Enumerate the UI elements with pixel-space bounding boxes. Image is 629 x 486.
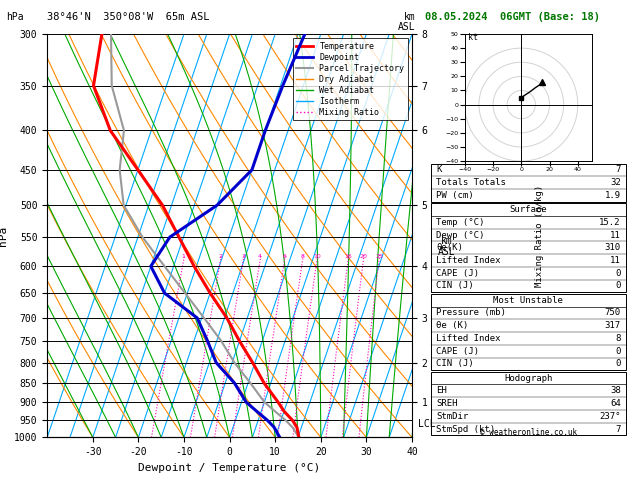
Text: Most Unstable: Most Unstable xyxy=(493,295,564,305)
Text: K: K xyxy=(436,165,442,174)
Text: Lifted Index: Lifted Index xyxy=(436,334,501,343)
Text: kt: kt xyxy=(467,33,477,42)
Text: km: km xyxy=(403,12,415,22)
Text: SREH: SREH xyxy=(436,399,457,408)
Text: 317: 317 xyxy=(604,321,621,330)
Text: 32: 32 xyxy=(610,178,621,187)
Text: 16: 16 xyxy=(344,255,352,260)
Text: θe (K): θe (K) xyxy=(436,321,468,330)
Text: Mixing Ratio (g/kg): Mixing Ratio (g/kg) xyxy=(535,185,544,287)
Text: hPa: hPa xyxy=(6,12,24,22)
Text: 7: 7 xyxy=(615,165,621,174)
Text: ASL: ASL xyxy=(398,22,415,32)
Text: 1.9: 1.9 xyxy=(604,191,621,200)
Text: Lifted Index: Lifted Index xyxy=(436,256,501,265)
Text: CIN (J): CIN (J) xyxy=(436,281,474,291)
Text: Dewp (°C): Dewp (°C) xyxy=(436,230,484,240)
Text: 2: 2 xyxy=(219,255,223,260)
Text: 0: 0 xyxy=(615,281,621,291)
Text: 8: 8 xyxy=(301,255,304,260)
Text: θe(K): θe(K) xyxy=(436,243,463,252)
Text: 6: 6 xyxy=(282,255,287,260)
Text: 1: 1 xyxy=(182,255,186,260)
Text: CAPE (J): CAPE (J) xyxy=(436,347,479,356)
Text: Surface: Surface xyxy=(509,205,547,214)
Text: 4: 4 xyxy=(258,255,262,260)
Text: 0: 0 xyxy=(615,269,621,278)
Y-axis label: hPa: hPa xyxy=(0,226,8,246)
Text: StmDir: StmDir xyxy=(436,412,468,421)
Text: CIN (J): CIN (J) xyxy=(436,359,474,368)
Text: 750: 750 xyxy=(604,309,621,317)
Text: EH: EH xyxy=(436,386,447,395)
Text: 15.2: 15.2 xyxy=(599,218,621,227)
Text: PW (cm): PW (cm) xyxy=(436,191,474,200)
Legend: Temperature, Dewpoint, Parcel Trajectory, Dry Adiabat, Wet Adiabat, Isotherm, Mi: Temperature, Dewpoint, Parcel Trajectory… xyxy=(293,38,408,121)
Text: 0: 0 xyxy=(615,359,621,368)
Text: 20: 20 xyxy=(360,255,367,260)
Text: 7: 7 xyxy=(615,425,621,434)
Text: 3: 3 xyxy=(242,255,245,260)
Text: 11: 11 xyxy=(610,256,621,265)
Text: 08.05.2024  06GMT (Base: 18): 08.05.2024 06GMT (Base: 18) xyxy=(425,12,599,22)
Y-axis label: km
ASL: km ASL xyxy=(438,236,456,257)
Text: 11: 11 xyxy=(610,230,621,240)
Text: LCL: LCL xyxy=(418,419,435,429)
X-axis label: Dewpoint / Temperature (°C): Dewpoint / Temperature (°C) xyxy=(138,463,321,473)
Text: 64: 64 xyxy=(610,399,621,408)
Text: 10: 10 xyxy=(313,255,321,260)
Text: Pressure (mb): Pressure (mb) xyxy=(436,309,506,317)
Text: 237°: 237° xyxy=(599,412,621,421)
Text: © weatheronline.co.uk: © weatheronline.co.uk xyxy=(480,428,577,437)
Text: Totals Totals: Totals Totals xyxy=(436,178,506,187)
Text: CAPE (J): CAPE (J) xyxy=(436,269,479,278)
Text: 310: 310 xyxy=(604,243,621,252)
Text: 25: 25 xyxy=(375,255,383,260)
Text: Hodograph: Hodograph xyxy=(504,374,552,382)
Text: 38°46'N  350°08'W  65m ASL: 38°46'N 350°08'W 65m ASL xyxy=(47,12,209,22)
Text: StmSpd (kt): StmSpd (kt) xyxy=(436,425,495,434)
Text: 8: 8 xyxy=(615,334,621,343)
Text: Temp (°C): Temp (°C) xyxy=(436,218,484,227)
Text: 38: 38 xyxy=(610,386,621,395)
Text: 0: 0 xyxy=(615,347,621,356)
